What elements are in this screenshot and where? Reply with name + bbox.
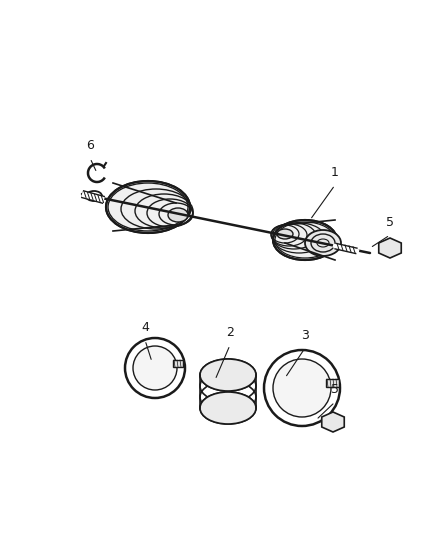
Polygon shape [322,412,344,432]
Ellipse shape [168,208,188,222]
Text: 6: 6 [86,139,94,152]
Text: 5: 5 [386,216,394,229]
Ellipse shape [326,417,340,427]
Ellipse shape [273,220,337,260]
Text: 3: 3 [301,329,309,342]
Text: 2: 2 [226,326,234,339]
Text: 4: 4 [141,321,149,334]
Ellipse shape [133,346,177,390]
Ellipse shape [200,392,256,424]
Ellipse shape [383,243,397,253]
Ellipse shape [305,230,341,256]
Bar [326,379,339,387]
Text: 5: 5 [331,383,339,396]
Ellipse shape [277,229,293,239]
Text: 1: 1 [331,166,339,179]
Bar [173,360,183,367]
Ellipse shape [106,181,190,233]
Polygon shape [379,238,401,258]
Ellipse shape [200,359,256,391]
Ellipse shape [273,359,331,417]
